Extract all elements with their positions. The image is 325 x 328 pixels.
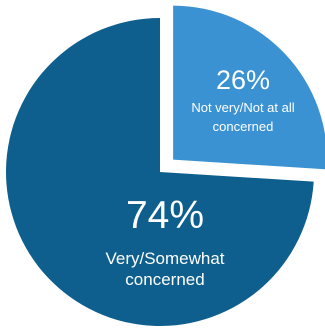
slice-not-very-label-line-1: Not very/Not at all [191, 100, 294, 115]
pie-slice-very-somewhat-concerned [5, 18, 314, 326]
slice-very-somewhat-label-line-1: Very/Somewhat [105, 249, 224, 268]
slice-very-somewhat-percent: 74% [126, 194, 204, 237]
slice-not-very-label-line-2: concerned [213, 119, 274, 134]
slice-very-somewhat-label-line-2: concerned [125, 270, 204, 289]
pie-slices [5, 5, 325, 326]
slice-not-very-percent: 26% [216, 65, 270, 95]
pie-slice-not-very-concerned [173, 5, 325, 170]
